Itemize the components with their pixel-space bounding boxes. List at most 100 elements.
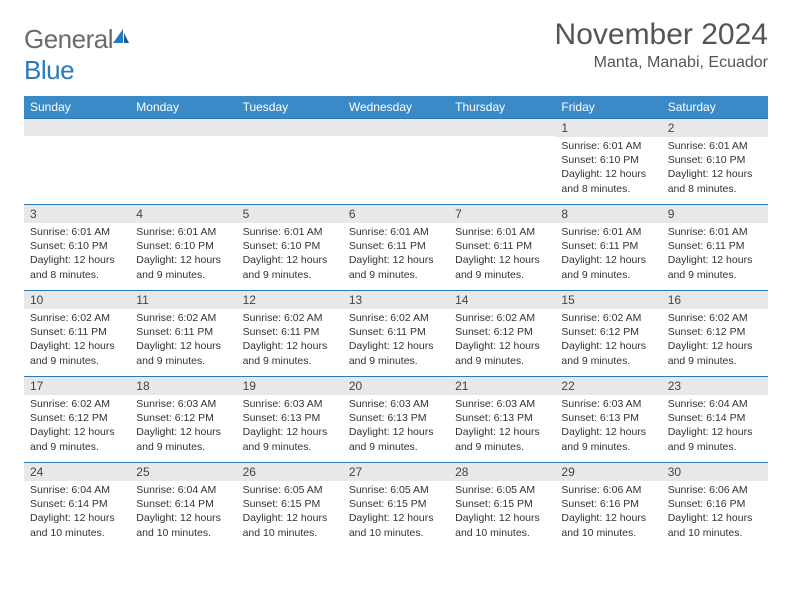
sunset-line: Sunset: 6:16 PM xyxy=(668,497,762,511)
calendar-cell: 8Sunrise: 6:01 AMSunset: 6:11 PMDaylight… xyxy=(555,205,661,291)
calendar-cell: 22Sunrise: 6:03 AMSunset: 6:13 PMDayligh… xyxy=(555,377,661,463)
day-body: Sunrise: 6:01 AMSunset: 6:11 PMDaylight:… xyxy=(662,223,768,286)
day-number: 3 xyxy=(24,205,130,223)
day-body: Sunrise: 6:06 AMSunset: 6:16 PMDaylight:… xyxy=(662,481,768,544)
sunset-line: Sunset: 6:15 PM xyxy=(349,497,443,511)
calendar-table: Sunday Monday Tuesday Wednesday Thursday… xyxy=(24,96,768,549)
day-number: 16 xyxy=(662,291,768,309)
day-number: 25 xyxy=(130,463,236,481)
calendar-cell: 11Sunrise: 6:02 AMSunset: 6:11 PMDayligh… xyxy=(130,291,236,377)
sunrise-line: Sunrise: 6:03 AM xyxy=(455,397,549,411)
calendar-cell: 19Sunrise: 6:03 AMSunset: 6:13 PMDayligh… xyxy=(237,377,343,463)
day-number: 4 xyxy=(130,205,236,223)
calendar-week-row: 10Sunrise: 6:02 AMSunset: 6:11 PMDayligh… xyxy=(24,291,768,377)
day-number xyxy=(343,119,449,136)
calendar-cell xyxy=(130,119,236,205)
day-number xyxy=(237,119,343,136)
day-body: Sunrise: 6:03 AMSunset: 6:13 PMDaylight:… xyxy=(449,395,555,458)
sunset-line: Sunset: 6:13 PM xyxy=(455,411,549,425)
sunset-line: Sunset: 6:13 PM xyxy=(349,411,443,425)
weekday-header: Thursday xyxy=(449,96,555,119)
day-body: Sunrise: 6:06 AMSunset: 6:16 PMDaylight:… xyxy=(555,481,661,544)
daylight-line: Daylight: 12 hours and 10 minutes. xyxy=(243,511,337,539)
sunrise-line: Sunrise: 6:01 AM xyxy=(561,139,655,153)
sunrise-line: Sunrise: 6:03 AM xyxy=(561,397,655,411)
daylight-line: Daylight: 12 hours and 9 minutes. xyxy=(668,425,762,453)
daylight-line: Daylight: 12 hours and 9 minutes. xyxy=(30,425,124,453)
calendar-cell: 6Sunrise: 6:01 AMSunset: 6:11 PMDaylight… xyxy=(343,205,449,291)
calendar-week-row: 24Sunrise: 6:04 AMSunset: 6:14 PMDayligh… xyxy=(24,463,768,549)
sunset-line: Sunset: 6:11 PM xyxy=(561,239,655,253)
day-number xyxy=(24,119,130,136)
month-title: November 2024 xyxy=(555,18,768,52)
day-number: 11 xyxy=(130,291,236,309)
day-body: Sunrise: 6:05 AMSunset: 6:15 PMDaylight:… xyxy=(449,481,555,544)
day-body: Sunrise: 6:03 AMSunset: 6:13 PMDaylight:… xyxy=(343,395,449,458)
daylight-line: Daylight: 12 hours and 9 minutes. xyxy=(561,339,655,367)
weekday-header-row: Sunday Monday Tuesday Wednesday Thursday… xyxy=(24,96,768,119)
sunrise-line: Sunrise: 6:03 AM xyxy=(349,397,443,411)
sunset-line: Sunset: 6:13 PM xyxy=(561,411,655,425)
day-number: 18 xyxy=(130,377,236,395)
sunrise-line: Sunrise: 6:02 AM xyxy=(30,397,124,411)
sunrise-line: Sunrise: 6:01 AM xyxy=(136,225,230,239)
day-number: 10 xyxy=(24,291,130,309)
daylight-line: Daylight: 12 hours and 9 minutes. xyxy=(243,339,337,367)
weekday-header: Friday xyxy=(555,96,661,119)
daylight-line: Daylight: 12 hours and 9 minutes. xyxy=(136,339,230,367)
calendar-cell: 12Sunrise: 6:02 AMSunset: 6:11 PMDayligh… xyxy=(237,291,343,377)
calendar-cell: 16Sunrise: 6:02 AMSunset: 6:12 PMDayligh… xyxy=(662,291,768,377)
daylight-line: Daylight: 12 hours and 9 minutes. xyxy=(349,339,443,367)
sunset-line: Sunset: 6:14 PM xyxy=(668,411,762,425)
sunset-line: Sunset: 6:12 PM xyxy=(136,411,230,425)
daylight-line: Daylight: 12 hours and 10 minutes. xyxy=(136,511,230,539)
logo-text-blue: Blue xyxy=(24,55,74,85)
sunrise-line: Sunrise: 6:01 AM xyxy=(561,225,655,239)
day-body: Sunrise: 6:01 AMSunset: 6:10 PMDaylight:… xyxy=(24,223,130,286)
calendar-week-row: 17Sunrise: 6:02 AMSunset: 6:12 PMDayligh… xyxy=(24,377,768,463)
daylight-line: Daylight: 12 hours and 9 minutes. xyxy=(243,425,337,453)
day-body: Sunrise: 6:01 AMSunset: 6:11 PMDaylight:… xyxy=(449,223,555,286)
day-number: 29 xyxy=(555,463,661,481)
sunset-line: Sunset: 6:12 PM xyxy=(668,325,762,339)
weekday-header: Saturday xyxy=(662,96,768,119)
sunrise-line: Sunrise: 6:02 AM xyxy=(561,311,655,325)
calendar-cell: 20Sunrise: 6:03 AMSunset: 6:13 PMDayligh… xyxy=(343,377,449,463)
calendar-cell xyxy=(24,119,130,205)
sunrise-line: Sunrise: 6:04 AM xyxy=(136,483,230,497)
day-body: Sunrise: 6:03 AMSunset: 6:13 PMDaylight:… xyxy=(237,395,343,458)
calendar-cell: 23Sunrise: 6:04 AMSunset: 6:14 PMDayligh… xyxy=(662,377,768,463)
day-number: 20 xyxy=(343,377,449,395)
day-number: 19 xyxy=(237,377,343,395)
calendar-cell xyxy=(343,119,449,205)
day-number: 12 xyxy=(237,291,343,309)
calendar-cell: 17Sunrise: 6:02 AMSunset: 6:12 PMDayligh… xyxy=(24,377,130,463)
sunrise-line: Sunrise: 6:02 AM xyxy=(455,311,549,325)
calendar-cell: 29Sunrise: 6:06 AMSunset: 6:16 PMDayligh… xyxy=(555,463,661,549)
day-number: 15 xyxy=(555,291,661,309)
calendar-cell: 10Sunrise: 6:02 AMSunset: 6:11 PMDayligh… xyxy=(24,291,130,377)
daylight-line: Daylight: 12 hours and 9 minutes. xyxy=(349,253,443,281)
calendar-cell: 14Sunrise: 6:02 AMSunset: 6:12 PMDayligh… xyxy=(449,291,555,377)
sunset-line: Sunset: 6:11 PM xyxy=(243,325,337,339)
day-body: Sunrise: 6:05 AMSunset: 6:15 PMDaylight:… xyxy=(237,481,343,544)
sunrise-line: Sunrise: 6:02 AM xyxy=(668,311,762,325)
daylight-line: Daylight: 12 hours and 8 minutes. xyxy=(30,253,124,281)
day-body: Sunrise: 6:01 AMSunset: 6:10 PMDaylight:… xyxy=(555,137,661,200)
sunrise-line: Sunrise: 6:06 AM xyxy=(561,483,655,497)
weekday-header: Tuesday xyxy=(237,96,343,119)
calendar-cell xyxy=(449,119,555,205)
weekday-header: Wednesday xyxy=(343,96,449,119)
sunset-line: Sunset: 6:15 PM xyxy=(455,497,549,511)
calendar-cell: 3Sunrise: 6:01 AMSunset: 6:10 PMDaylight… xyxy=(24,205,130,291)
daylight-line: Daylight: 12 hours and 9 minutes. xyxy=(455,339,549,367)
daylight-line: Daylight: 12 hours and 9 minutes. xyxy=(30,339,124,367)
sunset-line: Sunset: 6:11 PM xyxy=(455,239,549,253)
day-body: Sunrise: 6:03 AMSunset: 6:13 PMDaylight:… xyxy=(555,395,661,458)
sunrise-line: Sunrise: 6:01 AM xyxy=(668,139,762,153)
day-number: 28 xyxy=(449,463,555,481)
sunset-line: Sunset: 6:10 PM xyxy=(30,239,124,253)
location: Manta, Manabi, Ecuador xyxy=(555,54,768,72)
sunset-line: Sunset: 6:13 PM xyxy=(243,411,337,425)
calendar-cell: 28Sunrise: 6:05 AMSunset: 6:15 PMDayligh… xyxy=(449,463,555,549)
